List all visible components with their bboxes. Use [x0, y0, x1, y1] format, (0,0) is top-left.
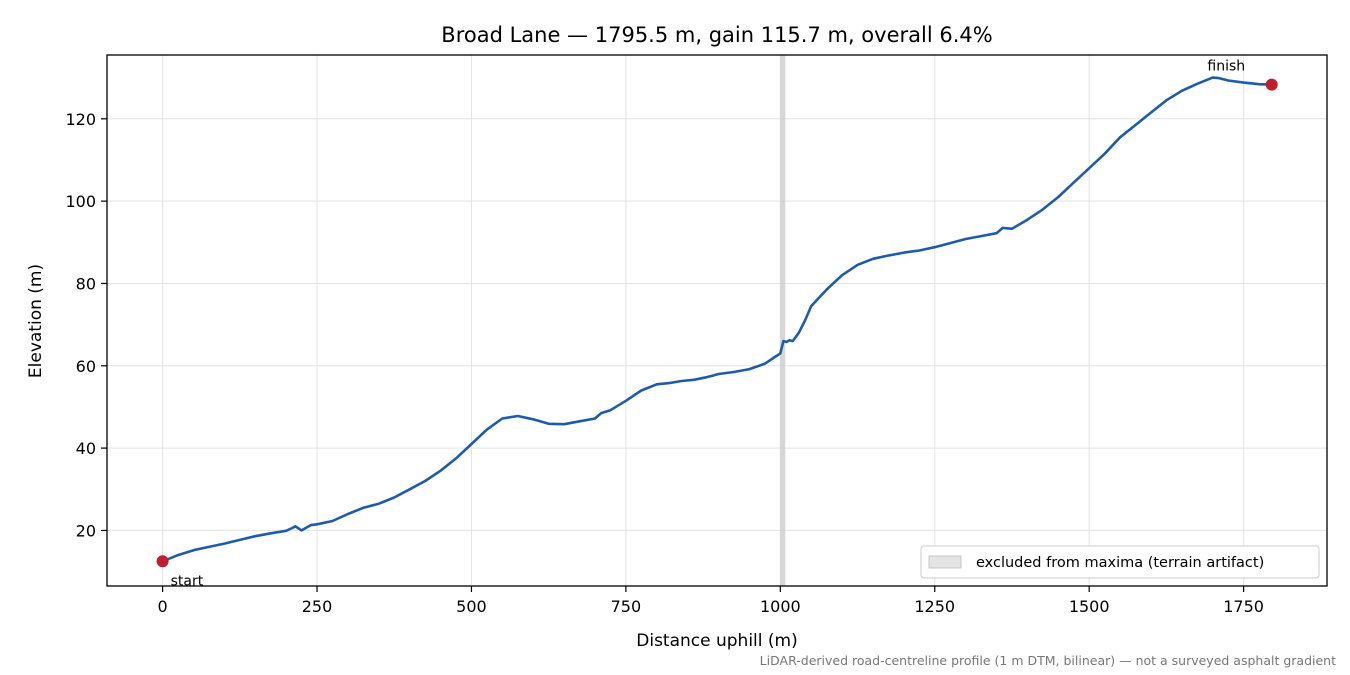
legend-label: excluded from maxima (terrain artifact)	[976, 555, 1264, 571]
y-axis-label: Elevation (m)	[26, 264, 46, 378]
legend-swatch	[928, 555, 962, 569]
start-marker	[156, 555, 169, 568]
footnote: LiDAR-derived road-centreline profile (1…	[760, 653, 1336, 668]
x-tick-label: 1000	[760, 597, 801, 616]
x-tick-label: 1500	[1069, 597, 1110, 616]
x-tick-label: 750	[611, 597, 642, 616]
y-tick-label: 100	[65, 192, 96, 211]
grid	[107, 55, 1327, 586]
legend: excluded from maxima (terrain artifact)	[920, 545, 1320, 579]
finish-label: finish	[1207, 59, 1245, 75]
x-tick-label: 1750	[1223, 597, 1264, 616]
finish-marker	[1265, 78, 1278, 91]
legend-box	[920, 545, 1320, 579]
axis-ticks: 0 250 500 750 1000 1250 1500 1750 20 40 60 80 100 120	[65, 110, 1264, 616]
x-tick-label: 250	[302, 597, 333, 616]
y-tick-label: 120	[65, 110, 96, 129]
y-tick-label: 60	[76, 357, 96, 376]
y-tick-label: 20	[76, 521, 96, 540]
x-tick-label: 0	[158, 597, 168, 616]
elevation-line	[162, 76, 1272, 563]
y-tick-label: 40	[76, 439, 96, 458]
chart-title: Broad Lane — 1795.5 m, gain 115.7 m, ove…	[441, 23, 992, 47]
x-axis-label: Distance uphill (m)	[636, 631, 797, 651]
start-label: start	[171, 573, 204, 589]
y-tick-label: 80	[76, 274, 96, 293]
plot-frame	[106, 54, 1328, 587]
excluded-band	[780, 55, 786, 586]
x-tick-label: 1250	[914, 597, 955, 616]
x-tick-label: 500	[456, 597, 487, 616]
